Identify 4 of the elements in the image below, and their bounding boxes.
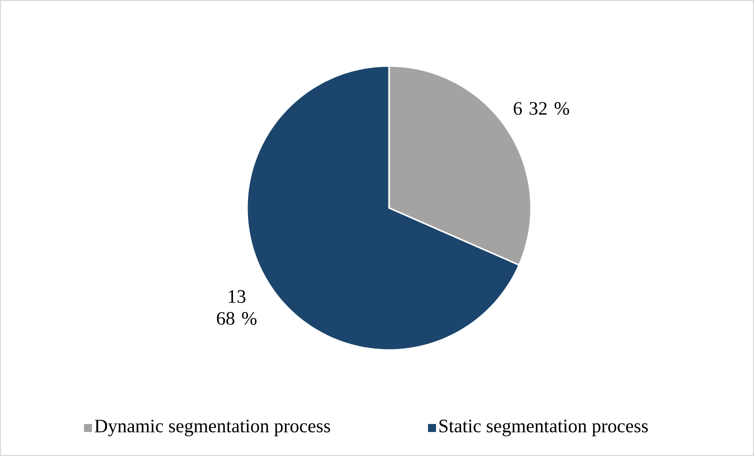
legend-label: Dynamic segmentation process	[94, 420, 330, 436]
legend-label: Static segmentation process	[439, 420, 648, 436]
data-label: 6 32 %	[514, 102, 570, 115]
data-label: 13 68 %	[216, 290, 256, 325]
